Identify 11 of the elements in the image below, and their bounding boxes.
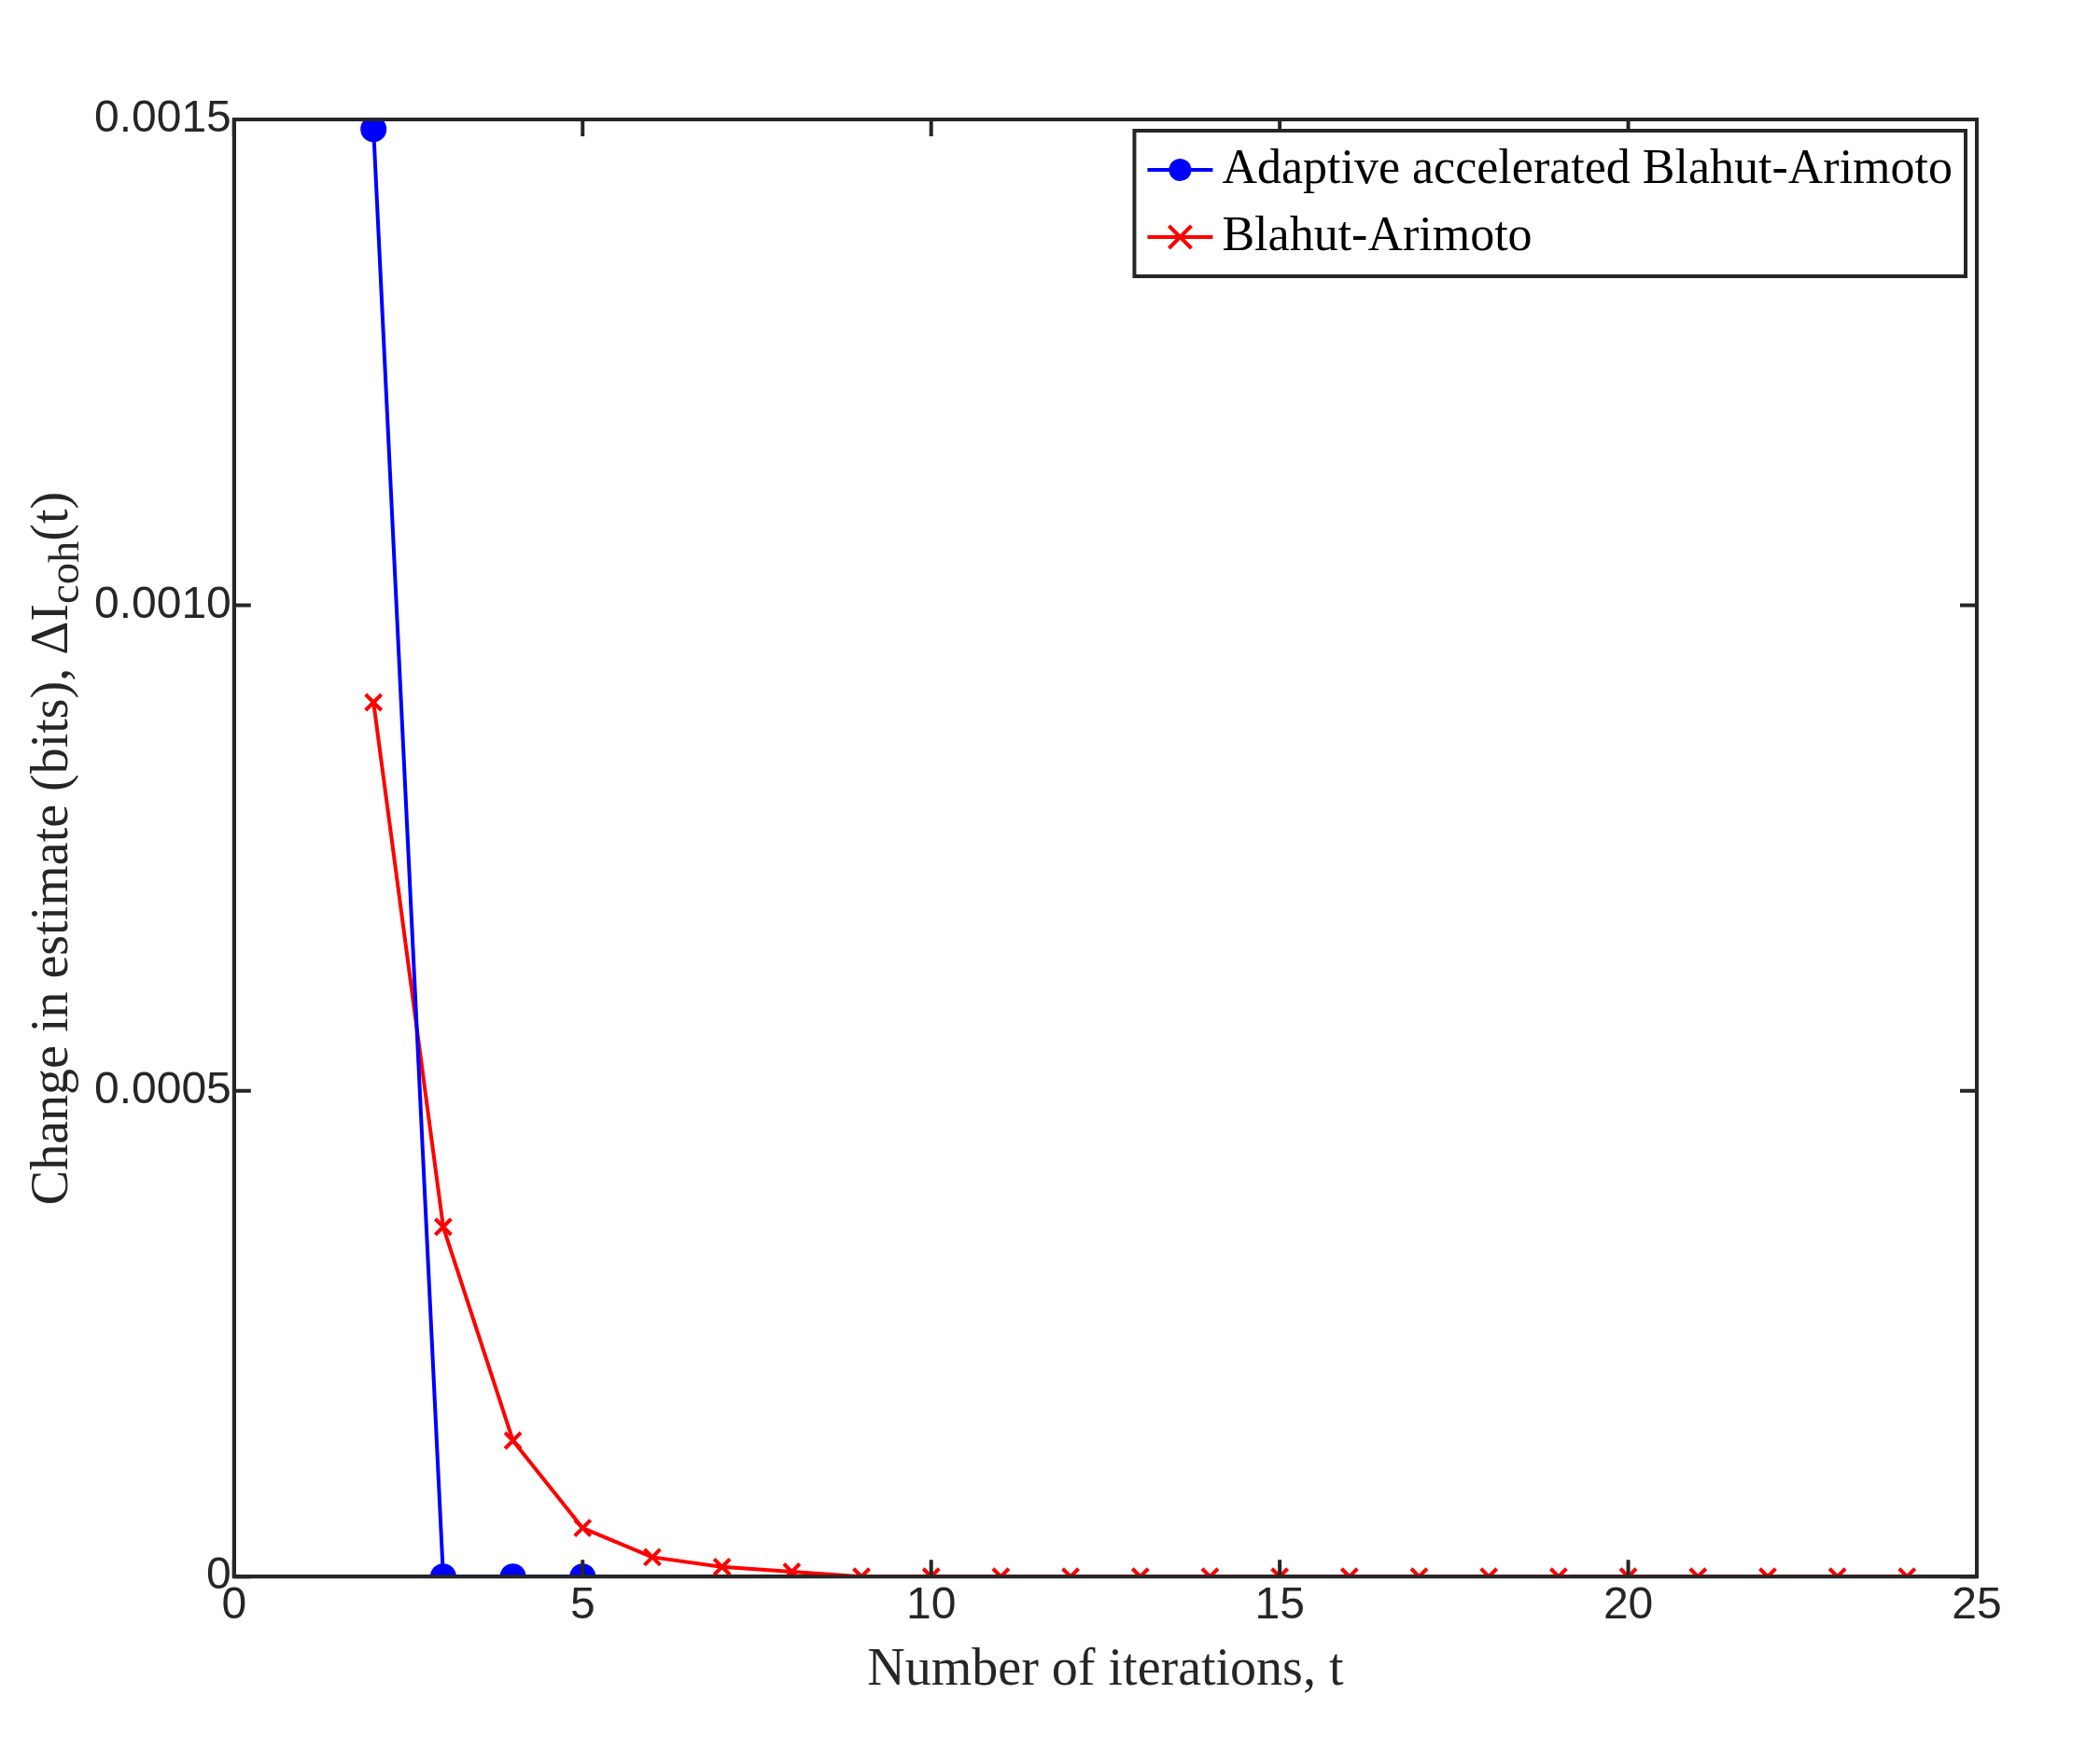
x-tick-label: 15 [1254,1578,1305,1629]
x-tick-label: 5 [569,1578,595,1629]
legend-label: Adaptive accelerated Blahut-Arimoto [1222,139,1953,193]
y-tick-label: 0.0010 [94,577,231,627]
x-tick-label: 10 [905,1578,957,1629]
y-tick-label: 0.0015 [94,91,231,142]
y-tick-label: 0.0005 [94,1063,231,1113]
x-tick-label: 20 [1603,1578,1654,1629]
x-tick-label: 25 [1952,1578,2002,1629]
legend-label: Blahut-Arimoto [1222,206,1533,260]
x-axis-title: Number of iterations, t [867,1638,1344,1697]
